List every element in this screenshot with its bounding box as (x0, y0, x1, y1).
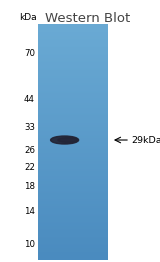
Ellipse shape (58, 138, 77, 143)
Text: 70: 70 (24, 49, 35, 58)
Text: 14: 14 (24, 207, 35, 216)
Text: 29kDa: 29kDa (131, 135, 160, 145)
Text: 22: 22 (24, 162, 35, 172)
Text: 10: 10 (24, 240, 35, 249)
Ellipse shape (51, 136, 79, 144)
Text: kDa: kDa (19, 13, 37, 22)
Text: 33: 33 (24, 123, 35, 132)
Text: 44: 44 (24, 95, 35, 104)
Text: 26: 26 (24, 146, 35, 155)
Text: 18: 18 (24, 182, 35, 191)
Text: Western Blot: Western Blot (45, 12, 131, 25)
